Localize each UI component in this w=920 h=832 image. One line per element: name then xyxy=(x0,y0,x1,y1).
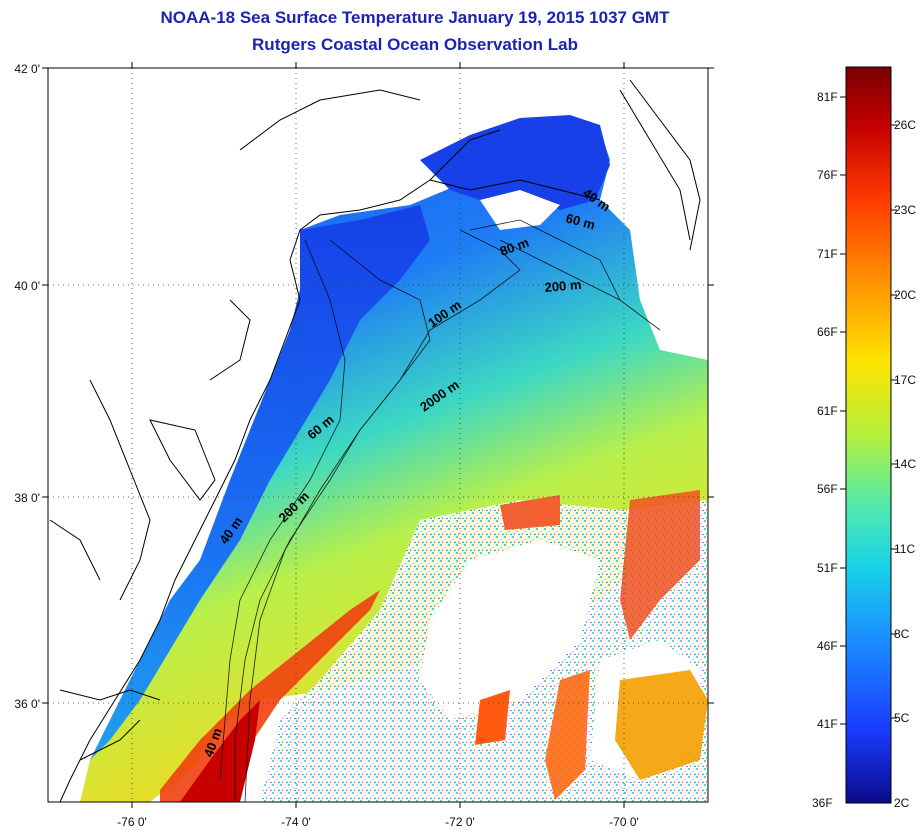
map-title: NOAA-18 Sea Surface Temperature January … xyxy=(160,8,670,27)
y-tick-label: 36 0' xyxy=(14,697,40,711)
x-tick-label: -76 0' xyxy=(117,815,147,829)
colorbar-label-f: 71F xyxy=(817,247,838,261)
colorbar-label-c: 2C xyxy=(894,796,910,810)
x-tick-label: -70 0' xyxy=(609,815,639,829)
colorbar-label-f: 81F xyxy=(817,90,838,104)
colorbar-label-c: 8C xyxy=(894,627,910,641)
coastline xyxy=(49,79,701,803)
colorbar-label-c: 17C xyxy=(894,373,916,387)
sst-field xyxy=(80,115,708,802)
colorbar-label-c: 23C xyxy=(894,203,916,217)
y-tick-label: 40 0' xyxy=(14,279,40,293)
x-tick-label: -72 0' xyxy=(445,815,475,829)
x-tick-label: -74 0' xyxy=(281,815,311,829)
contour-label: 200 m xyxy=(544,277,582,295)
colorbar-label-f: 51F xyxy=(817,561,838,575)
colorbar-label-c: 5C xyxy=(894,711,910,725)
y-tick-label: 42 0' xyxy=(14,62,40,76)
colorbar-label-f: 56F xyxy=(817,482,838,496)
colorbar-label-f: 46F xyxy=(817,639,838,653)
map-subtitle: Rutgers Coastal Ocean Observation Lab xyxy=(252,35,578,54)
y-axis-labels: 42 0' 40 0' 38 0' 36 0' xyxy=(14,62,40,711)
contour-label: 60 m xyxy=(564,210,597,232)
colorbar-scale xyxy=(845,66,892,804)
map-frame xyxy=(47,67,709,803)
grid-lines xyxy=(48,68,708,802)
colorbar: 81F 76F 71F 66F 61F 56F 51F 46F 41F 36F … xyxy=(812,66,916,810)
colorbar-label-f: 36F xyxy=(812,796,833,810)
colorbar-label-c: 11C xyxy=(894,542,915,556)
colorbar-label-f: 76F xyxy=(817,168,838,182)
colorbar-label-f: 66F xyxy=(817,325,838,339)
colorbar-f-labels: 81F 76F 71F 66F 61F 56F 51F 46F 41F 36F xyxy=(812,90,838,810)
tick-marks xyxy=(42,62,714,808)
colorbar-label-f: 41F xyxy=(817,717,838,731)
colorbar-c-labels: 26C 23C 20C 17C 14C 11C 8C 5C 2C xyxy=(894,118,916,810)
colorbar-label-c: 26C xyxy=(894,118,916,132)
colorbar-label-f: 61F xyxy=(817,404,838,418)
x-axis-labels: -76 0' -74 0' -72 0' -70 0' xyxy=(117,815,639,829)
colorbar-label-c: 14C xyxy=(894,457,916,471)
y-tick-label: 38 0' xyxy=(14,491,40,505)
colorbar-label-c: 20C xyxy=(894,288,916,302)
bathymetry-contours xyxy=(219,219,661,803)
